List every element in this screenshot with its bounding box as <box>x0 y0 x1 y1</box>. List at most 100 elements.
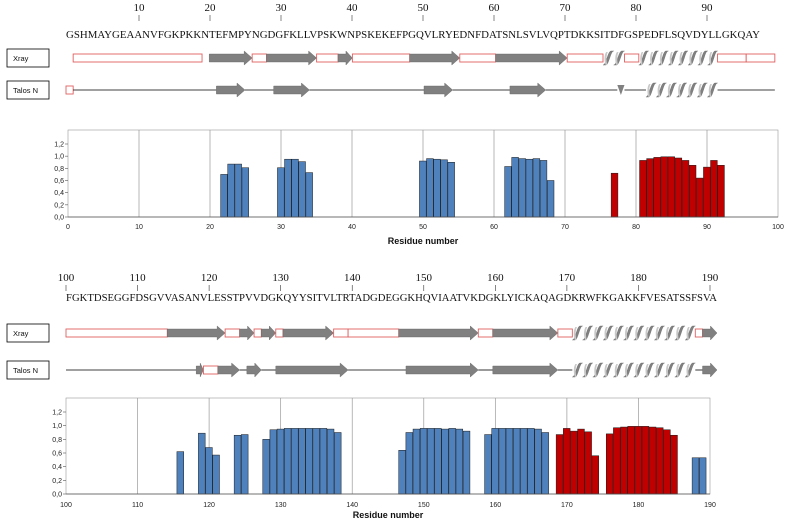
bar-strand <box>298 428 306 495</box>
bar-helix <box>563 428 571 495</box>
x-tick-label: 180 <box>633 502 645 509</box>
coil-box <box>253 328 262 338</box>
bar-strand <box>319 428 328 495</box>
helix-back <box>659 52 663 65</box>
bar-helix <box>634 426 642 495</box>
helix-back <box>647 84 651 97</box>
helix-back <box>667 84 672 97</box>
residue-number: 60 <box>489 2 501 14</box>
x-tick-label: 130 <box>275 502 287 509</box>
helix-back <box>686 327 690 340</box>
helix-back <box>669 52 673 65</box>
strand-arrow <box>216 82 246 98</box>
track-label-box <box>6 48 50 68</box>
panel-1: 10 20 30 40 50 60 70 80 90 GSHMAYGEAANVFGKPKKNTEF… <box>6 2 784 246</box>
bar-helix <box>656 427 664 495</box>
track-talos-n: Talos N <box>6 80 775 100</box>
x-tick-label: 30 <box>277 224 285 231</box>
helix-back <box>584 327 588 340</box>
strand-arrow <box>398 325 479 341</box>
x-tick-label: 50 <box>419 224 427 231</box>
helix-back <box>625 364 629 377</box>
bar-strand <box>691 457 700 495</box>
residue-number: 190 <box>702 272 719 284</box>
x-tick-label: 100 <box>772 224 784 231</box>
x-tick-label: 10 <box>135 224 143 231</box>
helix-back <box>655 327 659 340</box>
bar-strand <box>699 457 707 495</box>
coil-box <box>275 328 284 338</box>
y-tick-label: 1,0 <box>52 423 62 430</box>
strand-arrow <box>495 50 568 66</box>
bar-strand <box>511 157 519 218</box>
coil-box <box>694 328 703 338</box>
y-tick-label: 0,2 <box>52 478 62 485</box>
x-tick-label: 110 <box>132 502 143 509</box>
bar-strand <box>462 430 471 495</box>
residue-number: 130 <box>272 272 289 284</box>
strand-arrow <box>509 82 547 98</box>
bar-strand <box>227 163 235 218</box>
x-axis-title: Residue number <box>388 236 459 246</box>
helix-back <box>678 84 682 97</box>
track-label-box <box>6 80 50 100</box>
bar-strand <box>291 428 299 495</box>
bar-strand <box>484 434 492 495</box>
plot-frame <box>65 397 711 495</box>
bar-strand <box>305 428 313 495</box>
bar-helix <box>610 172 619 218</box>
x-tick-label: 170 <box>561 502 573 509</box>
bar-strand <box>434 428 442 495</box>
residue-number: 150 <box>416 272 433 284</box>
bar-strand <box>334 432 342 495</box>
bar-strand <box>504 166 512 218</box>
helix-back <box>614 364 618 377</box>
helix-back <box>709 52 713 65</box>
coil-box <box>557 328 573 338</box>
track-label-box <box>6 360 50 380</box>
bar-strand <box>512 428 521 495</box>
helix-back <box>676 327 680 340</box>
y-tick-label: 1,2 <box>54 142 64 149</box>
y-tick-label: 0,6 <box>52 451 62 458</box>
bar-strand <box>220 174 228 218</box>
x-tick-label: 40 <box>348 224 356 231</box>
bar-helix <box>653 157 661 218</box>
helix-back <box>594 364 598 377</box>
bar-helix <box>670 434 678 495</box>
bar-strand <box>455 428 464 495</box>
x-tick-label: 90 <box>703 224 711 231</box>
bar-strand <box>198 432 206 495</box>
helix-back <box>688 84 692 97</box>
bar-helix <box>570 430 578 495</box>
x-tick-label: 160 <box>489 502 501 509</box>
bar-strand <box>447 162 455 218</box>
helix-back <box>615 52 619 65</box>
bar-strand <box>276 428 285 495</box>
helix-back <box>708 84 712 97</box>
sequence-text: GSHMAYGEAANVFGKPKKNTEFMPYNGDGFKLLVPSKWNP… <box>66 30 760 41</box>
bar-chart: 0,0 0,2 0,4 0,6 0,8 1,0 1,2 100 110 120 130 140 150 1… <box>52 397 716 520</box>
bar-helix <box>605 433 614 495</box>
coil-box <box>477 328 494 338</box>
bar-strand <box>427 428 435 495</box>
residue-number: 120 <box>201 272 218 284</box>
coil-box <box>624 53 640 63</box>
strand-arrow <box>261 325 277 341</box>
bar-strand <box>419 428 428 495</box>
helix-back <box>584 364 588 377</box>
residue-number: 170 <box>559 272 576 284</box>
bar-strand <box>212 454 220 495</box>
track-label-box <box>6 323 50 343</box>
x-tick-label: 150 <box>418 502 430 509</box>
x-tick-label: 100 <box>60 502 72 509</box>
bar-strand <box>520 428 528 495</box>
helix-back <box>640 52 644 65</box>
bar-strand <box>527 428 535 495</box>
y-tick-label: 0,8 <box>52 437 62 444</box>
bar-helix <box>648 426 657 495</box>
bar-strand <box>541 432 549 495</box>
residue-number: 90 <box>702 2 714 14</box>
coil-box <box>316 53 339 63</box>
